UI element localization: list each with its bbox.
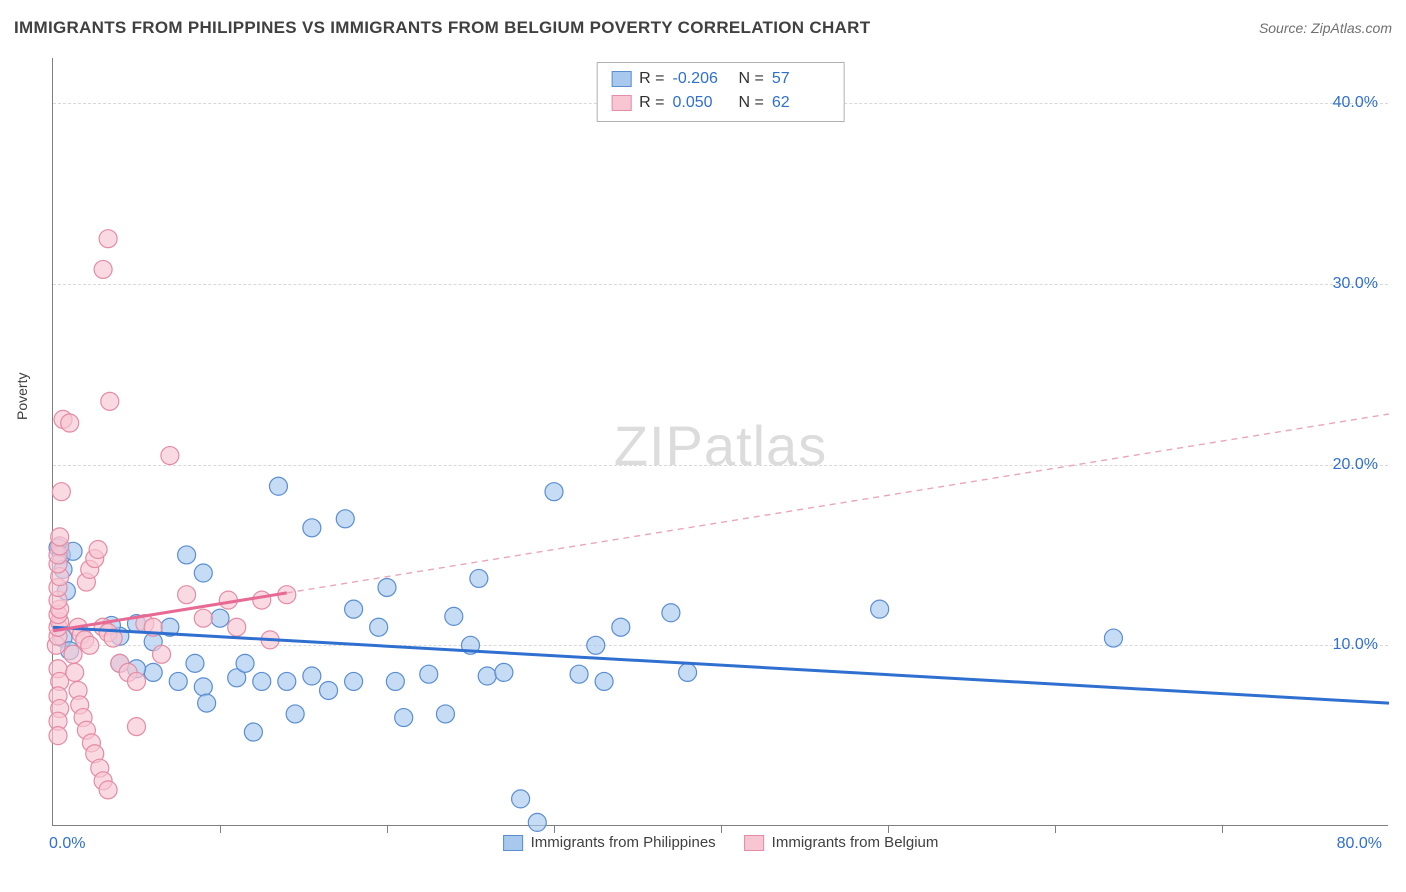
data-point — [269, 477, 287, 495]
data-point — [52, 483, 70, 501]
legend-label-pink: Immigrants from Belgium — [772, 834, 939, 851]
legend-swatch-pink-icon — [744, 835, 764, 851]
data-point — [66, 663, 84, 681]
data-point — [570, 665, 588, 683]
data-point — [51, 528, 69, 546]
data-point — [395, 709, 413, 727]
stat-n-label2: N = — [739, 91, 764, 115]
data-point — [99, 781, 117, 799]
data-point — [128, 718, 146, 736]
x-tick — [554, 825, 555, 833]
data-point — [545, 483, 563, 501]
legend-item-pink: Immigrants from Belgium — [744, 834, 939, 851]
data-point — [178, 546, 196, 564]
data-point — [161, 447, 179, 465]
data-point — [64, 645, 82, 663]
data-point — [445, 607, 463, 625]
data-point — [228, 618, 246, 636]
data-point — [871, 600, 889, 618]
data-point — [595, 672, 613, 690]
swatch-pink-icon — [611, 95, 631, 111]
data-point — [470, 569, 488, 587]
data-point — [345, 600, 363, 618]
data-point — [144, 663, 162, 681]
y-axis-label: Poverty — [14, 373, 30, 420]
data-point — [386, 672, 404, 690]
stat-n-label: N = — [739, 67, 764, 91]
legend-label-blue: Immigrants from Philippines — [531, 834, 716, 851]
data-point — [81, 636, 99, 654]
x-min-label: 0.0% — [49, 835, 85, 853]
data-point — [662, 604, 680, 622]
data-point — [169, 672, 187, 690]
bottom-legend: Immigrants from Philippines Immigrants f… — [503, 834, 939, 851]
stat-r-blue: -0.206 — [673, 67, 731, 91]
legend-item-blue: Immigrants from Philippines — [503, 834, 716, 851]
data-point — [49, 727, 67, 745]
data-point — [528, 813, 546, 831]
stat-r-pink: 0.050 — [673, 91, 731, 115]
stats-legend: R = -0.206 N = 57 R = 0.050 N = 62 — [596, 62, 845, 122]
data-point — [198, 694, 216, 712]
data-point — [236, 654, 254, 672]
plot-area: ZIPatlas 10.0%20.0%30.0%40.0% R = -0.206… — [52, 58, 1388, 826]
data-point — [99, 230, 117, 248]
data-point — [1104, 629, 1122, 647]
stat-n-blue: 57 — [772, 67, 830, 91]
data-point — [436, 705, 454, 723]
source-label: Source: ZipAtlas.com — [1259, 20, 1392, 36]
stat-r-label: R = — [639, 67, 664, 91]
data-point — [186, 654, 204, 672]
data-point — [278, 672, 296, 690]
data-point — [345, 672, 363, 690]
data-point — [679, 663, 697, 681]
data-point — [61, 414, 79, 432]
data-point — [253, 672, 271, 690]
swatch-blue-icon — [611, 71, 631, 87]
x-tick — [220, 825, 221, 833]
stat-n-pink: 62 — [772, 91, 830, 115]
stats-row-pink: R = 0.050 N = 62 — [611, 91, 830, 115]
stats-row-blue: R = -0.206 N = 57 — [611, 67, 830, 91]
data-point — [512, 790, 530, 808]
data-point — [94, 260, 112, 278]
data-point — [153, 645, 171, 663]
trendline-pink-dashed — [287, 414, 1389, 593]
title-bar: IMMIGRANTS FROM PHILIPPINES VS IMMIGRANT… — [14, 18, 1392, 38]
x-tick — [888, 825, 889, 833]
data-point — [420, 665, 438, 683]
data-point — [253, 591, 271, 609]
data-point — [89, 541, 107, 559]
data-point — [336, 510, 354, 528]
data-point — [587, 636, 605, 654]
x-max-label: 80.0% — [1337, 835, 1382, 853]
data-point — [612, 618, 630, 636]
chart-title: IMMIGRANTS FROM PHILIPPINES VS IMMIGRANT… — [14, 18, 870, 38]
data-point — [244, 723, 262, 741]
data-point — [286, 705, 304, 723]
stat-r-label2: R = — [639, 91, 664, 115]
data-point — [194, 609, 212, 627]
plot-svg — [53, 58, 1388, 825]
legend-swatch-blue-icon — [503, 835, 523, 851]
data-point — [320, 681, 338, 699]
data-point — [128, 672, 146, 690]
x-tick — [1222, 825, 1223, 833]
data-point — [378, 578, 396, 596]
data-point — [303, 519, 321, 537]
data-point — [178, 586, 196, 604]
data-point — [478, 667, 496, 685]
data-point — [211, 609, 229, 627]
data-point — [303, 667, 321, 685]
x-tick — [387, 825, 388, 833]
data-point — [370, 618, 388, 636]
data-point — [194, 678, 212, 696]
data-point — [194, 564, 212, 582]
data-point — [495, 663, 513, 681]
x-tick — [721, 825, 722, 833]
data-point — [101, 392, 119, 410]
x-tick — [1055, 825, 1056, 833]
